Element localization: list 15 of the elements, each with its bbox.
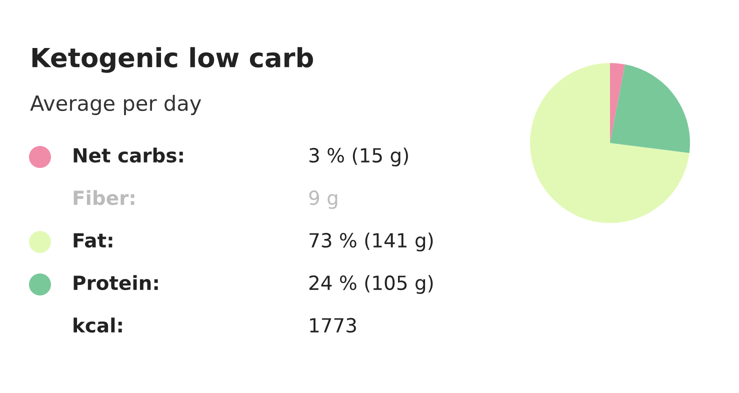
text: Fiber: — [74, 190, 134, 206]
pie-slice — [610, 64, 690, 154]
text: 9 g — [309, 190, 338, 209]
text: Fat: — [74, 233, 112, 248]
text: 1773 — [310, 318, 356, 333]
text: 24 % (105 g) — [309, 275, 433, 294]
text: Average per day — [30, 94, 202, 116]
text: 73 % (141 g) — [310, 232, 433, 252]
text: Protein: — [74, 275, 158, 290]
pie-slice — [610, 63, 625, 143]
text: Net carbs: — [74, 148, 183, 163]
pie-slice — [530, 63, 690, 223]
text: kcal: — [74, 318, 122, 333]
text: Ketogenic low carb — [32, 47, 313, 73]
text: 3 % (15 g) — [309, 148, 408, 166]
